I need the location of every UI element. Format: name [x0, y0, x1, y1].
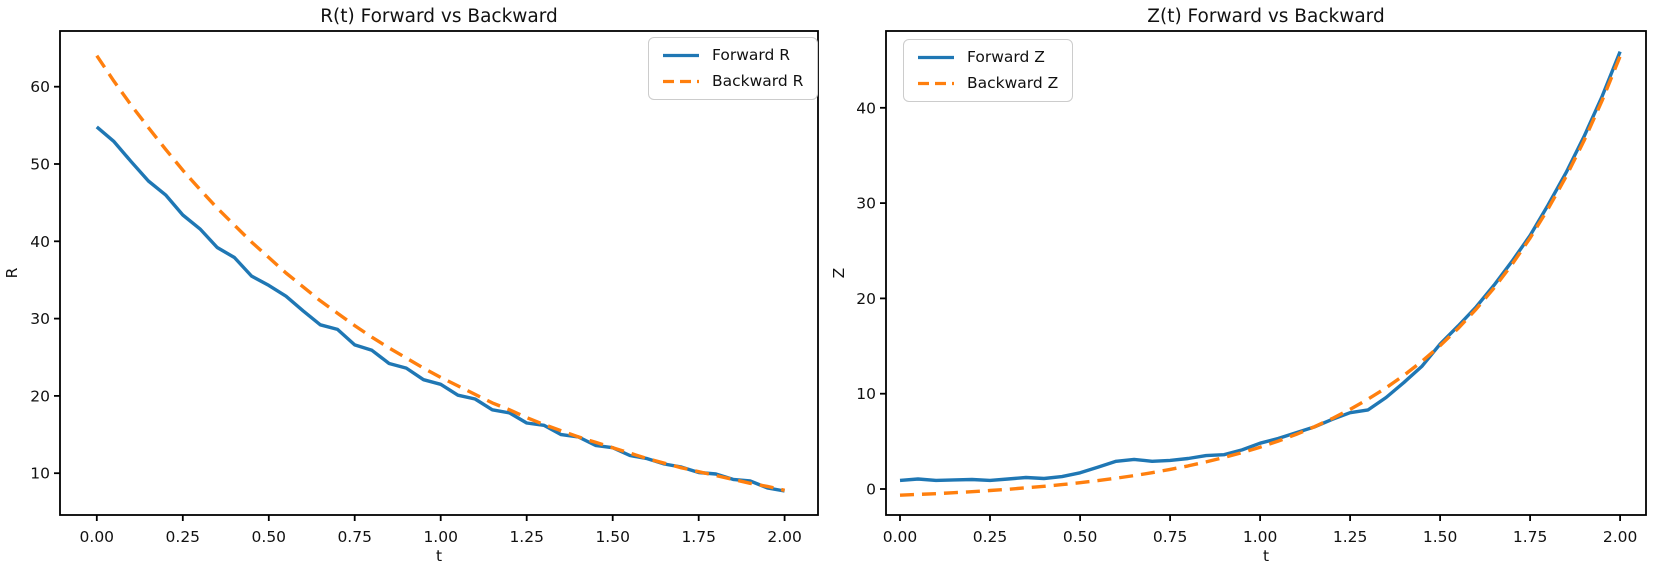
y-tick-label: 0	[866, 481, 876, 499]
legend-line-solid-icon	[918, 55, 954, 60]
legend-line-dashed-icon	[663, 79, 699, 84]
plot-title: R(t) Forward vs Backward	[320, 6, 558, 27]
x-tick-label: 1.25	[509, 528, 544, 546]
x-tick-label: 0.00	[883, 528, 918, 546]
x-tick-label: 0.25	[973, 528, 1008, 546]
y-tick-label: 20	[856, 290, 876, 308]
x-axis-label: t	[436, 547, 442, 565]
legend-entry-forward-z: Forward Z	[915, 48, 1058, 67]
x-tick-label: 1.50	[1423, 528, 1458, 546]
x-tick-label: 0.75	[337, 528, 372, 546]
y-tick-label: 60	[30, 78, 50, 96]
x-tick-label: 1.00	[1243, 528, 1278, 546]
x-tick-label: 2.00	[767, 528, 802, 546]
y-tick-label: 50	[30, 156, 50, 174]
x-tick-label: 1.25	[1333, 528, 1368, 546]
x-tick-label: 0.50	[252, 528, 287, 546]
axes-frame	[885, 30, 1647, 516]
x-tick-label: 1.50	[595, 528, 630, 546]
x-tick-label: 1.75	[681, 528, 716, 546]
series-line-forward-z	[899, 50, 1622, 483]
x-tick-label: 0.25	[166, 528, 201, 546]
series-line-backward-r	[95, 54, 785, 492]
y-tick-label: 20	[30, 387, 50, 405]
legend-label: Backward Z	[967, 74, 1059, 92]
y-axis-label: Z	[830, 268, 848, 279]
legend-z: Forward Z Backward Z	[903, 39, 1074, 102]
x-tick-label: 1.75	[1513, 528, 1548, 546]
legend-entry-backward-r: Backward R	[660, 72, 803, 91]
series-line-forward-r	[95, 125, 785, 493]
legend-label: Forward Z	[967, 48, 1045, 66]
legend-line-dashed-icon	[918, 81, 954, 86]
legend-r: Forward R Backward R	[648, 37, 819, 100]
tick-marks-and-labels: 0.00 0.25 0.50 0.75 1.00 1.25 1.50 1.75 2.00 0 10 2…	[856, 99, 1637, 546]
legend-entry-forward-r: Forward R	[660, 46, 803, 65]
series-lines	[95, 54, 785, 493]
x-tick-label: 0.00	[80, 528, 115, 546]
y-tick-label: 40	[30, 233, 50, 251]
x-tick-label: 2.00	[1603, 528, 1638, 546]
x-tick-label: 0.50	[1063, 528, 1098, 546]
x-tick-label: 1.00	[423, 528, 458, 546]
y-tick-label: 30	[30, 310, 50, 328]
legend-entry-backward-z: Backward Z	[915, 74, 1058, 93]
axes-frame	[59, 30, 819, 516]
plot-title: Z(t) Forward vs Backward	[1147, 6, 1384, 27]
y-tick-label: 30	[856, 195, 876, 213]
legend-label: Forward R	[712, 46, 791, 64]
x-axis-label: t	[1263, 547, 1269, 565]
y-axis-label: R	[3, 267, 21, 278]
y-tick-label: 10	[30, 465, 50, 483]
legend-line-solid-icon	[663, 53, 699, 58]
y-tick-label: 40	[856, 99, 876, 117]
series-lines	[899, 50, 1622, 497]
series-line-backward-z	[899, 55, 1622, 497]
legend-label: Backward R	[712, 72, 804, 90]
tick-marks-and-labels: 0.00 0.25 0.50 0.75 1.00 1.25 1.50 1.75 2.00 10 20…	[30, 78, 802, 546]
x-tick-label: 0.75	[1153, 528, 1188, 546]
axes-z-plot: Z(t) Forward vs Backward t Z 0.00 0.25 0.5…	[830, 6, 1647, 565]
y-tick-label: 10	[856, 385, 876, 403]
axes-r-plot: R(t) Forward vs Backward t R 0.00 0.25 0.5…	[3, 6, 819, 565]
